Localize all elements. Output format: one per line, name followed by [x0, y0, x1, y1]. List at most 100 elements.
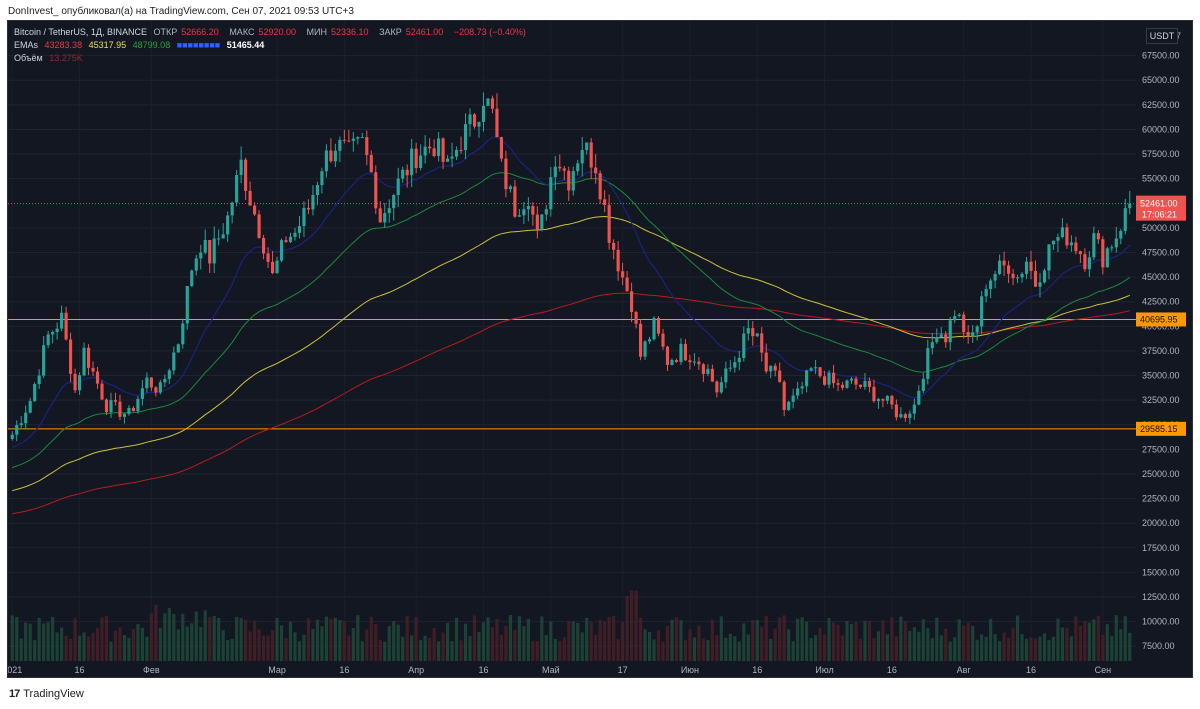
candle-body [737, 357, 741, 363]
volume-bar [746, 634, 750, 661]
candle-body [253, 205, 257, 215]
y-tick-label: 57500.00 [1142, 149, 1180, 159]
volume-bar [603, 621, 607, 661]
close-label: ЗАКР [379, 27, 402, 37]
volume-bar [1123, 616, 1127, 661]
candle-body [1020, 273, 1024, 278]
volume-bar [531, 640, 535, 661]
candle-body [647, 339, 652, 342]
volume-bar [881, 620, 885, 661]
ema-value-3: 48799.08 [132, 40, 171, 50]
volume-bars [10, 590, 1132, 661]
candle-body [908, 413, 912, 419]
candle-body [1051, 240, 1056, 245]
candle-body [396, 178, 400, 196]
volume-bar [899, 616, 903, 661]
candle-body [948, 320, 952, 343]
candle-body [966, 332, 970, 337]
volume-bar [64, 635, 68, 661]
currency-badge[interactable]: USDT [1146, 28, 1178, 44]
volume-bar [1024, 638, 1029, 661]
volume-bar [459, 640, 463, 661]
volume-bar [719, 616, 723, 661]
candle-body [212, 238, 216, 264]
volume-bar [598, 619, 602, 661]
volume-bar [100, 617, 104, 661]
candle-body [432, 148, 436, 157]
chart-panel[interactable]: 7500.00 10000.00 12500.00 15000.00 17500.00 2… [7, 20, 1193, 678]
candle-body [894, 404, 898, 418]
candle-body [414, 148, 418, 168]
candle-body [176, 344, 180, 353]
y-tick-label: 25000.00 [1142, 469, 1180, 479]
candle-body [585, 142, 589, 151]
volume-bar [558, 641, 562, 661]
legend-row-symbol: Bitcoin / TetherUS, 1Д, BINANCE ОТКР 5266… [14, 27, 530, 37]
candle-body [118, 401, 122, 417]
candle-body [288, 236, 293, 242]
volume-bar [235, 616, 239, 661]
volume-bar [733, 636, 737, 661]
candle-body [486, 98, 490, 106]
volume-bar [356, 615, 360, 661]
volume-bar [1110, 635, 1114, 661]
y-tick-label-partial: 7 [1176, 31, 1181, 41]
volume-label: Объём [14, 53, 43, 63]
candle-body [683, 343, 688, 361]
ema-100-line [12, 215, 1130, 492]
volume-bar [836, 624, 840, 661]
low-value: 52336.10 [331, 27, 369, 37]
volume-bar [329, 618, 333, 661]
volume-bar [190, 623, 194, 661]
x-tick-label: Авг [957, 665, 972, 675]
candle-body [338, 139, 342, 151]
candle-body [504, 158, 508, 190]
price-chart[interactable]: 7500.00 10000.00 12500.00 15000.00 17500.00 2… [8, 21, 1193, 678]
volume-bar [939, 635, 943, 661]
candle-body [665, 346, 670, 365]
volume-bar [392, 620, 396, 661]
volume-bar [782, 615, 786, 661]
volume-bar [1051, 636, 1056, 661]
candle-body [540, 214, 544, 230]
candle-body [921, 378, 925, 391]
candle-body [10, 434, 14, 440]
candle-body [764, 352, 768, 372]
volume-bar [1119, 629, 1123, 661]
candle-body [266, 253, 270, 262]
candle-body [746, 328, 750, 334]
candle-body [930, 342, 934, 349]
candle-body [199, 252, 203, 259]
volume-bar [1069, 636, 1073, 661]
candle-body [912, 404, 916, 414]
candle-body [24, 412, 28, 424]
candle-body [1002, 260, 1006, 266]
volume-bar [849, 623, 854, 661]
candle-body [454, 150, 459, 157]
candle-body [284, 240, 288, 242]
volume-bar [203, 610, 207, 661]
volume-bar [549, 621, 553, 661]
volume-bar [553, 638, 557, 661]
volume-bar [19, 638, 23, 661]
volume-bar [378, 639, 382, 661]
volume-bar [1056, 618, 1060, 661]
volume-bar [113, 630, 118, 661]
candle-body [630, 291, 634, 312]
volume-bar [594, 634, 598, 661]
volume-bar [414, 617, 418, 661]
axes: 7500.00 10000.00 12500.00 15000.00 17500.00 2… [8, 31, 1186, 675]
candle-body [827, 372, 831, 385]
tradingview-logo[interactable]: 17 TradingView [9, 688, 84, 700]
volume-bar [428, 637, 432, 661]
candle-body [831, 372, 836, 384]
candle-body [131, 407, 135, 412]
candle-body [154, 387, 158, 393]
open-value: 52666.20 [181, 27, 219, 37]
candle-body [226, 215, 230, 235]
volume-bar [1087, 622, 1091, 661]
high-value: 52920.00 [258, 27, 297, 37]
candle-body [953, 316, 957, 321]
candle-body [145, 377, 149, 389]
volume-bar [423, 635, 427, 661]
